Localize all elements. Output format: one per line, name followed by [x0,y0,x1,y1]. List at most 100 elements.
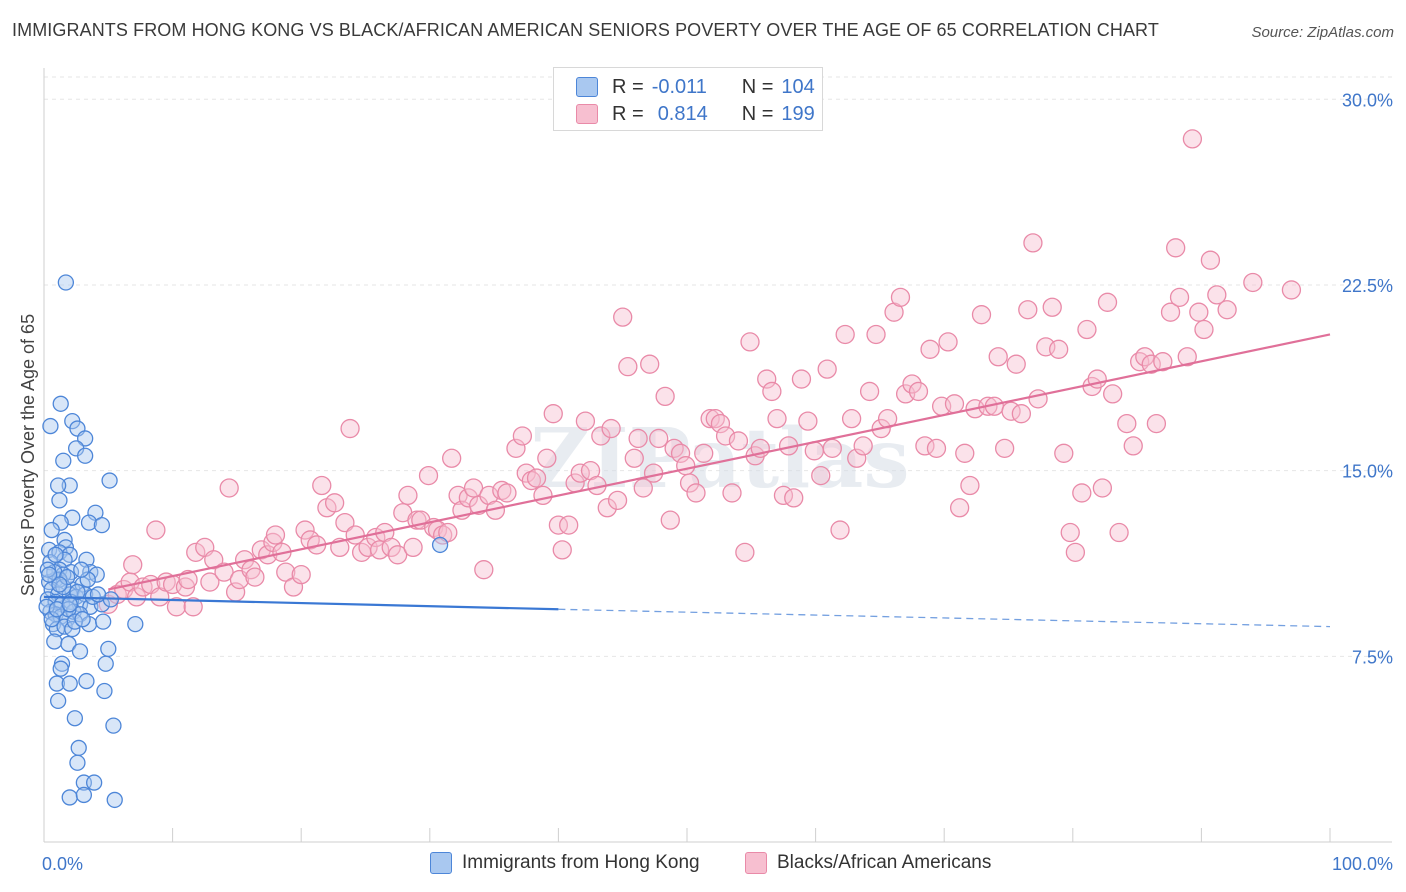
tick-labels: 7.5% 15.0% 22.5% 30.0% 0.0% 100.0% [42,90,1393,874]
scatter-point-hong-kong [52,660,69,677]
scatter-point-black [1109,522,1129,543]
scatter-point-hong-kong [42,417,59,435]
scatter-point-hong-kong [106,791,123,809]
scatter-point-black [552,540,572,560]
legend-n-value: 199 [781,102,815,125]
scatter-point-black [1194,319,1214,340]
scatter-point-black [762,381,782,402]
scatter-point-black [1141,354,1161,374]
scatter-point-black [526,468,547,488]
scatter-point-hong-kong [95,613,112,630]
scatter-point-hong-kong [60,635,77,653]
scatter-point-black [710,413,731,434]
scatter-point-black [670,443,691,463]
scatter-point-black [1169,287,1190,307]
scatter-point-black [1097,292,1118,312]
scatter-point-black [438,522,458,543]
x-tick-label-min: 0.0% [42,854,83,874]
scatter-point-hong-kong [78,672,95,690]
scatter-point-hong-kong [51,576,68,593]
scatter-point-black [537,448,557,468]
scatter-point-black [694,443,714,463]
scatter-point-hong-kong [49,477,67,494]
scatter-point-hong-kong [61,675,78,692]
scatter-point-black [926,438,947,459]
scatter-point-hong-kong [100,640,117,658]
scatter-point-hong-kong [78,551,95,568]
scatter-point-hong-kong [105,717,122,734]
scatter-point-black [1135,347,1155,367]
legend-r-label: R = [612,75,644,98]
scatter-point-black [1166,238,1186,258]
scatter-point-black [679,473,700,493]
scatter-point-black [649,428,669,449]
scatter-point-black [920,339,940,359]
scatter-point-black [830,520,850,540]
scatter-point-black [597,498,617,518]
scatter-point-black [1281,280,1302,300]
scatter-point-black [1153,352,1173,372]
scatter-point-black [381,537,401,558]
scatter-point-black [994,438,1015,459]
scatter-point-black [908,381,929,402]
scatter-point-black [660,510,680,530]
chart-title: IMMIGRANTS FROM HONG KONG VS BLACK/AFRIC… [12,20,1159,40]
legend-r-value: -0.011 [651,75,707,98]
y-tick-label: 15.0% [1342,462,1393,482]
scatter-point-black [295,520,315,540]
scatter-point-hong-kong [61,789,78,806]
scatter-point-black [643,463,664,483]
scatter-point-black [312,475,332,496]
scatter-point-black [811,465,831,486]
scatter-point-black [866,324,886,345]
scatter-point-hong-kong [55,452,72,469]
bottom-legend-label-hong-kong: Immigrants from Hong Kong [462,852,700,873]
scatter-point-black [890,287,911,307]
scatter-point-black [387,545,408,565]
scatter-point-black [1200,250,1221,270]
scatter-point-black [166,597,187,617]
stats-legend: R = -0.011 N = 104 R = 0.814 N = 199 [553,67,823,131]
legend-row-black: R = 0.814 N = 199 [576,102,815,126]
chart-source: Source: ZipAtlas.com [1251,24,1394,41]
scatter-point-black [512,426,533,446]
scatter-point-hong-kong [89,586,107,603]
scatter-point-black [757,369,777,389]
legend-n-value: 104 [781,75,815,98]
scatter-point-black [784,488,804,508]
scatter-point-black [1123,436,1143,456]
scatter-point-black [798,411,818,431]
scatter-point-black [340,418,360,439]
scatter-point-black [618,357,638,377]
scatter-point-black [1011,404,1032,424]
scatter-point-black [835,324,855,345]
scatter-point-black [1049,339,1069,359]
scatter-point-hong-kong [96,682,113,700]
scatter-point-black [335,512,355,533]
scatter-point-black [971,305,992,325]
scatter-point-hong-kong [40,566,58,583]
scatter-point-black [324,493,345,513]
scatter-point-black [601,418,621,439]
scatter-point-black [988,347,1008,367]
scatter-point-black [902,374,922,394]
bottom-legend-label-black: Blacks/African Americans [777,852,992,873]
scatter-point-black [628,428,648,449]
scatter-point-black [1189,302,1209,322]
axes [43,68,1392,843]
legend-swatch-pink [576,104,598,124]
scatter-point-black [1054,443,1074,463]
scatter-point-black [543,404,563,424]
scatter-point-black [722,483,742,503]
scatter-point-hong-kong [80,514,98,531]
scatter-point-black [126,587,147,607]
scatter-point-hong-kong [47,546,64,563]
scatter-point-black [740,332,760,352]
trend-lines [43,333,1331,628]
scatter-point-hong-kong [77,447,94,464]
trend-line-black [108,333,1331,591]
scatter-point-hong-kong [101,472,118,489]
scatter-point-black [1207,285,1227,305]
scatter-point-black [369,540,390,560]
